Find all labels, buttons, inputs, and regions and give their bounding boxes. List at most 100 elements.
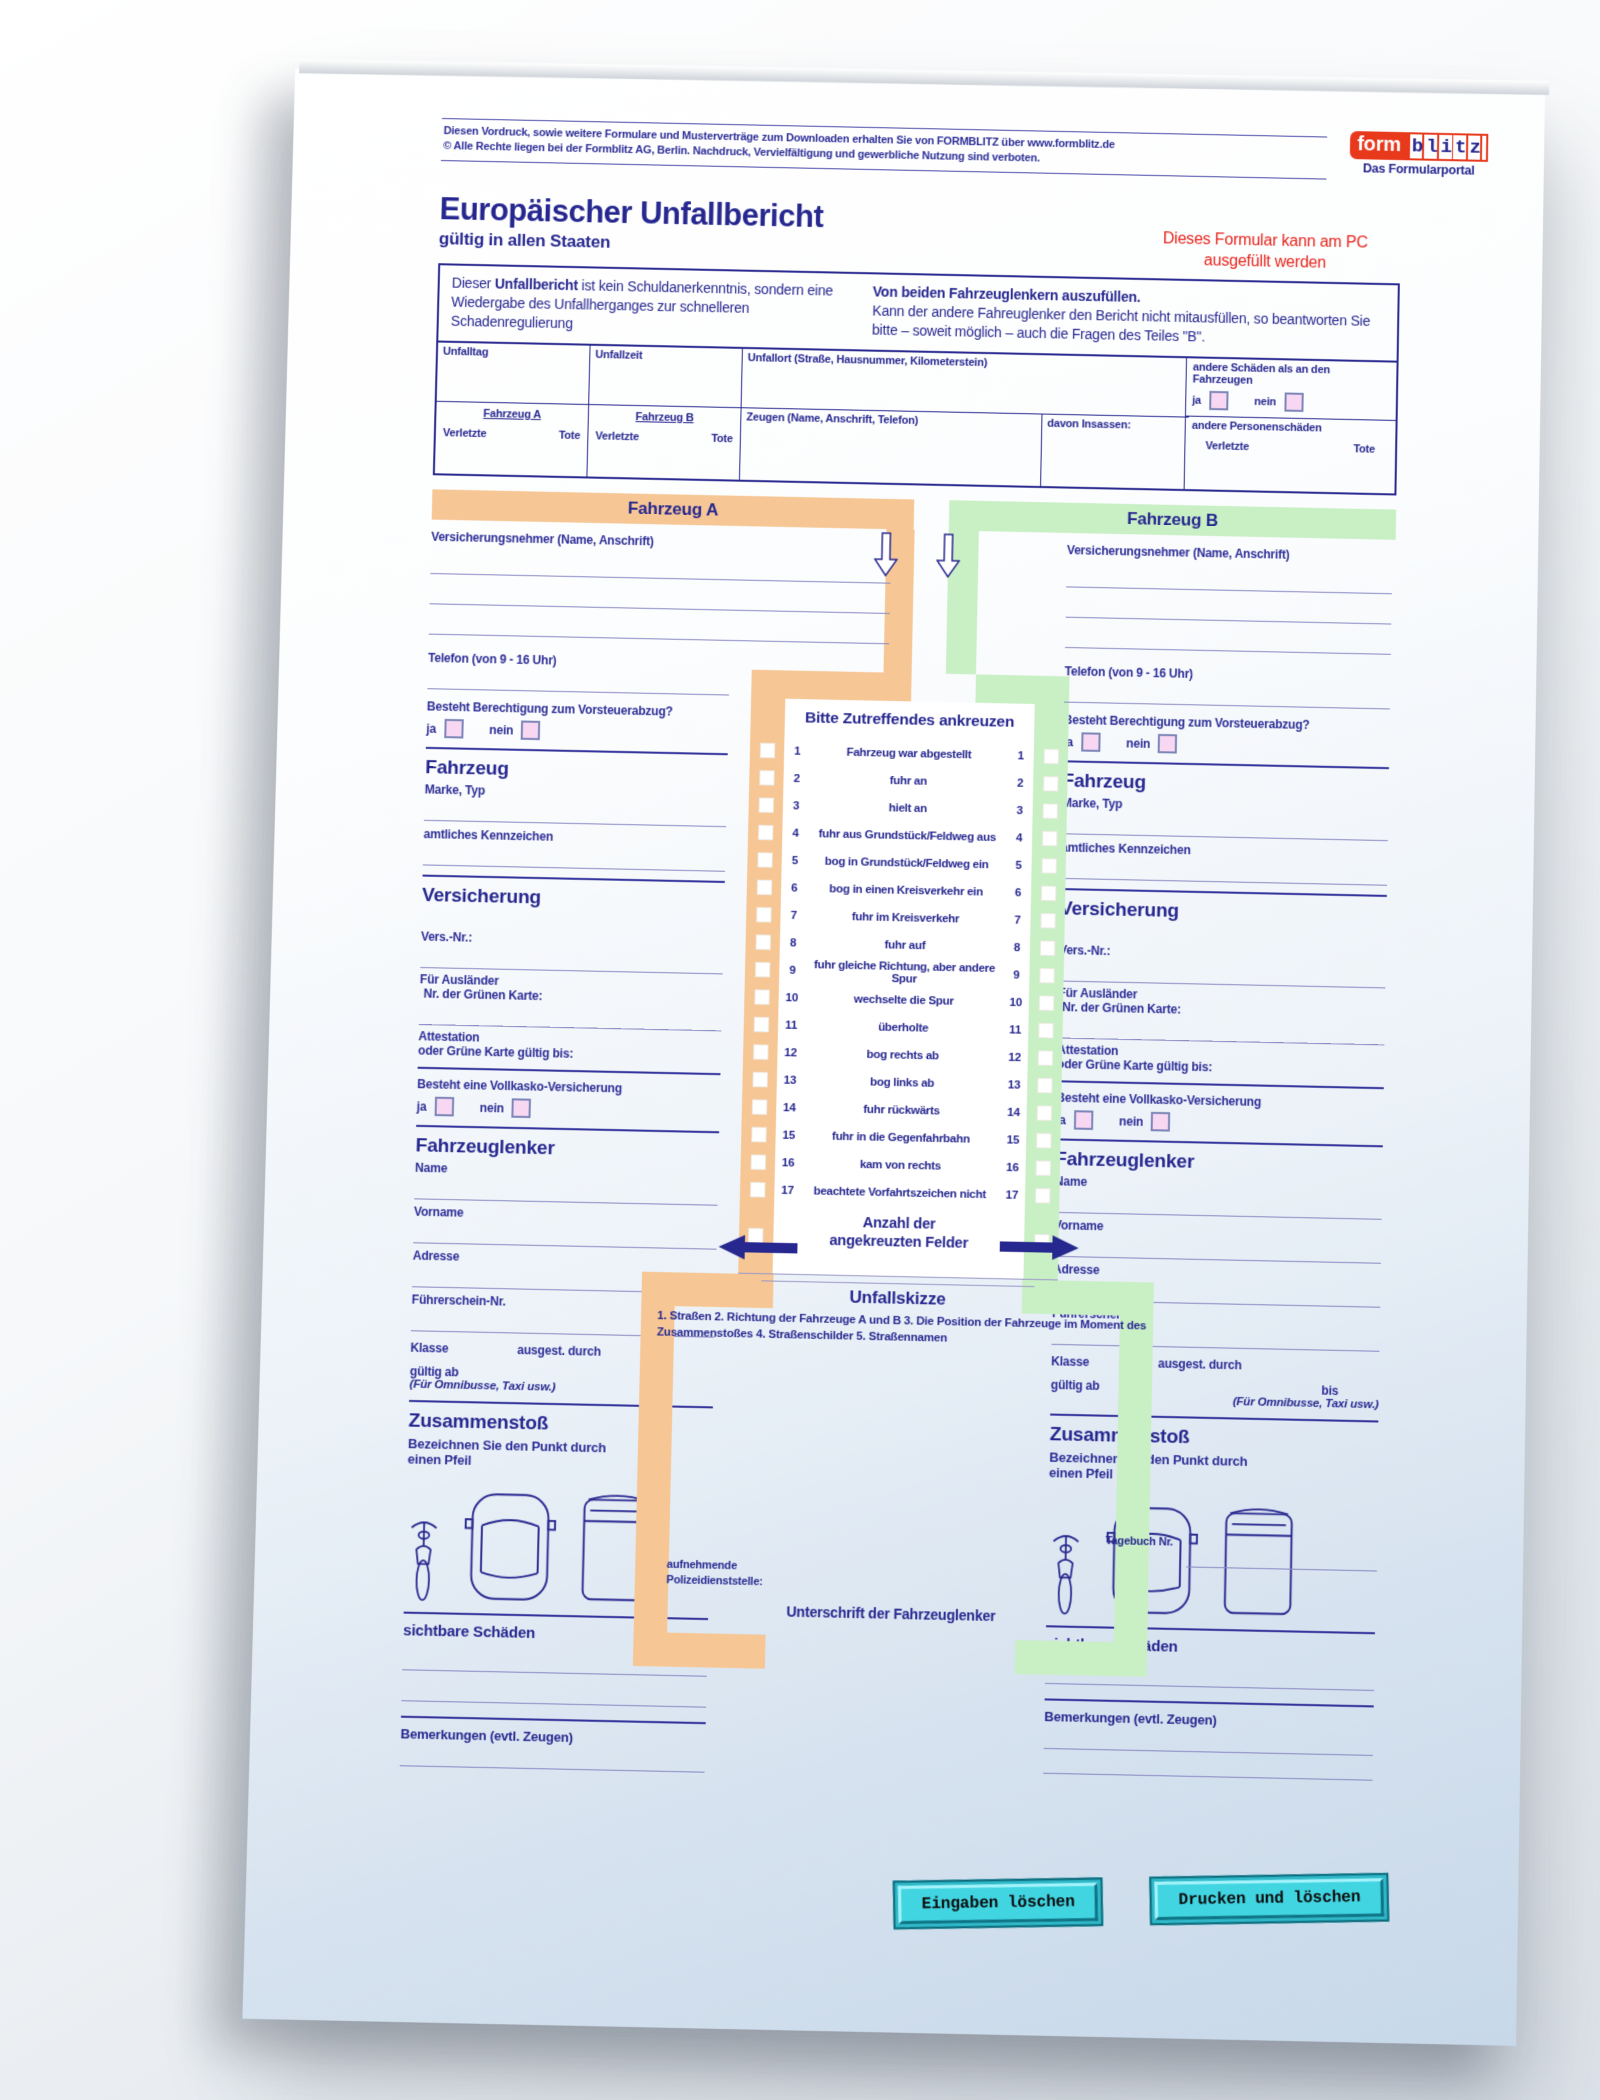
checkbox-nein[interactable] [521,721,541,741]
andere-personenschaeden-cell[interactable]: andere Personenschäden Verletzte Tote [1185,417,1395,460]
checkbox-vehicle-a[interactable] [758,797,773,813]
checkbox-vehicle-a[interactable] [755,934,770,950]
checkbox-vehicle-a[interactable] [759,743,774,759]
unfallort-cell[interactable]: Unfallort (Straße, Hausnummer, Kilometer… [742,349,1190,417]
checkbox-vehicle-a[interactable] [751,1099,766,1115]
checkbox-ja[interactable] [1073,1110,1093,1130]
checkbox-vehicle-a[interactable] [759,770,774,786]
checkbox-vehicle-a[interactable] [756,880,771,896]
checkbox-vehicle-a[interactable] [753,1017,768,1033]
item-number-b: 10 [1003,996,1029,1009]
input-line[interactable] [400,1741,705,1772]
item-label: fuhr an [810,773,1008,789]
checkbox-vehicle-b[interactable] [1042,803,1057,819]
item-number-b: 1 [1007,749,1033,762]
input-line[interactable] [413,1219,717,1250]
checklist-rows: 1 Fahrzeug war abgestellt 1 2 fuhr an 2 [740,736,1068,1209]
checkbox-vehicle-b[interactable] [1036,1133,1051,1149]
checkbox-vehicle-a[interactable] [750,1182,766,1198]
ja-label: ja [426,721,436,735]
checkbox-vehicle-a[interactable] [750,1154,765,1170]
checkbox-ja[interactable] [1209,391,1228,411]
checkbox-vehicle-b[interactable] [1043,776,1058,792]
zeugen-cell[interactable]: Zeugen (Name, Anschrift, Telefon) [740,407,1043,486]
checkbox-vehicle-b[interactable] [1039,940,1054,956]
input-line[interactable] [1065,618,1391,655]
checkbox-vehicle-b[interactable] [1035,1188,1050,1204]
unfallzeit-label: Unfallzeit [595,349,642,362]
checkbox-nein[interactable] [512,1098,532,1118]
checkbox-vehicle-b[interactable] [1042,831,1057,847]
item-number-a: 10 [779,991,805,1004]
form-page: Diesen Vordruck, sowie weitere Formulare… [242,69,1545,2046]
checkbox-nein[interactable] [1158,734,1177,754]
checkbox-vehicle-a[interactable] [756,907,771,923]
sketch-drawing-area[interactable] [669,1348,1117,1641]
unfalltag-cell[interactable]: Unfalltag [437,343,591,404]
van-top-icon [1219,1500,1298,1621]
item-label: fuhr in die Gegenfahrbahn [802,1129,1000,1145]
gueltig-ab-label: gültig ab [410,1364,459,1379]
down-arrow-a-icon [873,532,898,577]
checkbox-ja[interactable] [444,719,464,739]
checkbox-vehicle-a[interactable] [751,1127,766,1143]
clear-entries-label: Eingaben löschen [898,1883,1099,1925]
polizei-label: aufnehmende Polizeidienststelle: [666,1557,793,1591]
item-label: fuhr aus Grundstück/Feldweg aus [808,827,1006,843]
unfallzeit-cell[interactable]: Unfallzeit [589,346,743,407]
intro-left: Dieser Unfallbericht ist kein Schuldaner… [438,265,859,349]
verletzte-label: Verletzte [443,427,487,440]
vorsteuer-label: Besteht Berechtigung zum Vorsteuerabzug? [1064,713,1390,734]
input-line[interactable] [401,1670,706,1707]
checkbox-vehicle-b[interactable] [1037,1078,1052,1094]
checkbox-vehicle-b[interactable] [1040,913,1055,929]
ausgest-label: ausgest. durch [517,1343,601,1359]
checkbox-ja[interactable] [1081,732,1100,752]
checkbox-vehicle-a[interactable] [752,1072,767,1088]
item-label: bog in Grundstück/Feldweg ein [808,855,1006,871]
checklist-heading: Bitte Zutreffendes ankreuzen [750,698,1069,743]
checkbox-ja[interactable] [434,1097,454,1117]
fahrzeug-b-label: Fahrzeug B [594,410,736,425]
checkbox-vehicle-b[interactable] [1041,858,1056,874]
item-label: fuhr auf [806,937,1004,953]
checkbox-vehicle-a[interactable] [757,825,772,841]
verletzte-b-cell[interactable]: Fahrzeug B Verletzte Tote [587,404,741,480]
item-label: bog links ab [803,1074,1001,1090]
checkbox-vehicle-b[interactable] [1037,1050,1052,1066]
input-line[interactable] [424,796,727,827]
down-arrow-b-icon [936,533,961,578]
green-frame-foot [1015,1640,1148,1677]
checkbox-vehicle-b[interactable] [1036,1105,1051,1121]
item-number-b: 17 [999,1189,1026,1202]
print-and-clear-button[interactable]: Drucken und löschen [1150,1873,1390,1925]
input-line[interactable] [414,1175,718,1206]
item-label: fuhr gleiche Richtung, aber andere Spur [805,958,1003,987]
checkbox-vehicle-b[interactable] [1038,995,1053,1011]
checkbox-nein[interactable] [1151,1112,1171,1132]
verletzte-a-cell[interactable]: Fahrzeug A Verletzte Tote [435,401,589,477]
checkbox-vehicle-a[interactable] [754,989,769,1005]
input-line[interactable] [427,665,729,696]
tote-label: Tote [1353,443,1375,456]
clear-entries-button[interactable]: Eingaben löschen [893,1877,1104,1929]
input-line[interactable] [419,1001,722,1032]
checklist-footer: Anzahl der angekreuzten Felder [738,1203,1059,1277]
checkbox-vehicle-b[interactable] [1039,968,1054,984]
davon-insassen-cell[interactable]: davon Insassen: [1041,414,1189,490]
checkbox-vehicle-a[interactable] [754,962,769,978]
checkbox-vehicle-b[interactable] [1040,886,1055,902]
verletzte-label: Verletzte [595,430,639,443]
checkbox-vehicle-b[interactable] [1043,749,1058,765]
checkbox-nein[interactable] [1284,392,1303,412]
checkbox-vehicle-b[interactable] [1035,1160,1050,1176]
intro-left-bold: Unfallbericht [495,275,579,293]
checkbox-vehicle-a[interactable] [757,852,772,868]
input-line[interactable] [423,841,726,872]
ja-label: ja [416,1099,426,1113]
input-line[interactable] [420,944,723,975]
fahrzeug-a-label: Fahrzeug A [441,407,583,422]
checkbox-vehicle-b[interactable] [1038,1023,1053,1039]
checkbox-vehicle-a[interactable] [753,1044,768,1060]
logo-form-part: form [1350,131,1408,160]
